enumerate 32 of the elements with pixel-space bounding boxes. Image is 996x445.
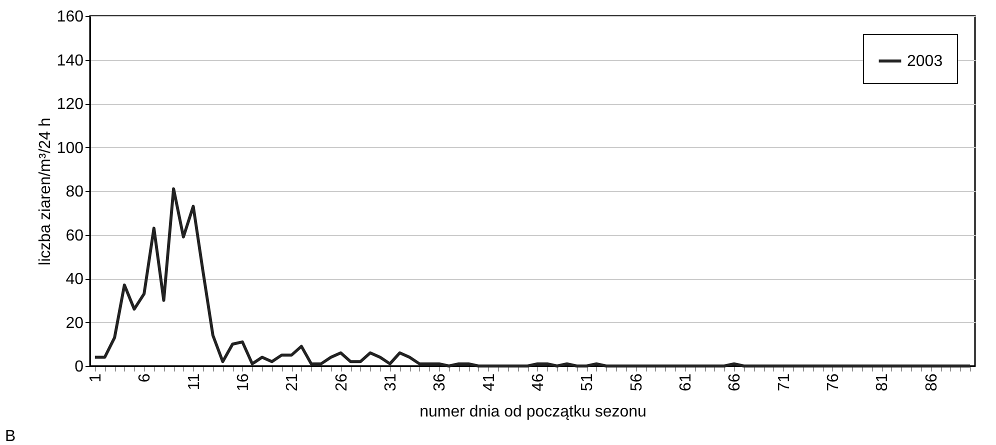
legend-label: 2003 — [907, 53, 943, 70]
y-tick-label: 60 — [66, 227, 84, 244]
x-tick-label: 86 — [923, 373, 940, 392]
x-tick-label: 56 — [628, 373, 646, 392]
x-tick-label: 31 — [382, 373, 400, 392]
x-tick-label: 36 — [432, 373, 449, 392]
y-axis-title: liczba ziaren/m³/24 h — [36, 118, 54, 266]
x-tick-label: 21 — [284, 373, 302, 392]
x-tick-label: 71 — [776, 373, 793, 392]
x-tick-label: 11 — [186, 373, 203, 390]
y-tick-label: 120 — [56, 96, 84, 113]
y-tick-label: 160 — [56, 8, 84, 26]
y-tick-label: 100 — [56, 140, 84, 157]
text: B — [5, 428, 16, 445]
line-series — [93, 187, 972, 368]
y-tick-label: 40 — [66, 271, 84, 288]
x-tick-label: 6 — [136, 373, 154, 382]
x-tick-label: 76 — [824, 373, 842, 392]
y-tick-label: 80 — [66, 184, 84, 200]
x-tick-label: 46 — [530, 373, 547, 392]
y-tick-label: 140 — [56, 52, 84, 70]
x-tick-label: 81 — [874, 373, 892, 392]
x-tick-label: 16 — [234, 373, 252, 392]
x-tick-label: 1 — [87, 373, 104, 382]
x-tick-label: 51 — [579, 373, 596, 392]
x-tick-label: 26 — [333, 373, 350, 392]
y-tick-label: 20 — [66, 314, 84, 332]
y-tick-label: 0 — [74, 358, 84, 376]
x-tick-label: 61 — [677, 373, 694, 392]
x-tick-label: 66 — [726, 373, 744, 392]
x-axis-title: numer dnia od początku sezonu — [420, 403, 646, 420]
x-tick-label: 41 — [480, 373, 498, 392]
